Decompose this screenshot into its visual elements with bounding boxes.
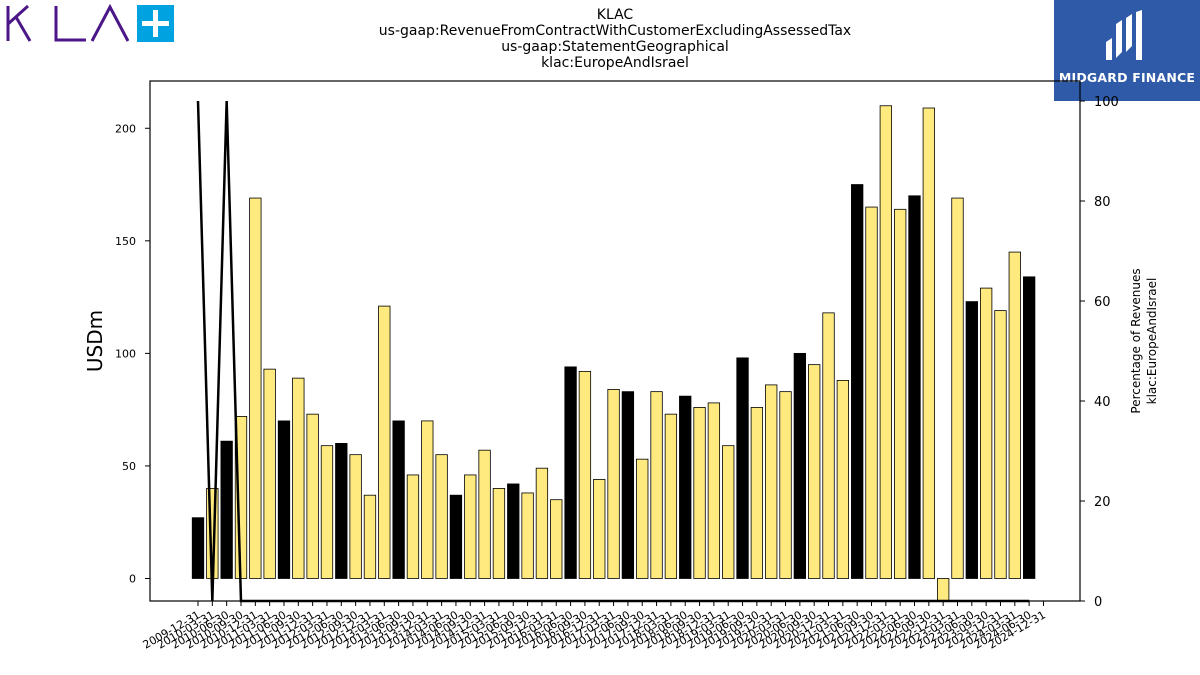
bar-2013-03-31 [378,305,391,579]
bar-2017-12-31 [650,391,663,579]
bar-2013-12-31 [421,420,434,579]
y-axis-label: USDm [83,310,107,372]
bar-2020-12-31 [822,312,835,579]
kla-logo [4,3,179,46]
bar-2021-06-30 [851,184,864,579]
bar-2021-03-31 [836,379,849,579]
bar-2020-06-30 [793,352,807,579]
bar-2016-06-30 [564,366,577,579]
bar-2017-06-30 [621,391,635,579]
y-right-tick-label-40: 40 [1094,395,1111,410]
chart-title-line-4: klac:EuropeAndIsrael [541,55,689,71]
bar-2022-03-31 [894,208,907,579]
chart-title-line-3: us-gaap:StatementGeographical [501,39,729,55]
bar-2017-09-30 [636,458,649,579]
bar-2015-06-30 [507,483,520,579]
y-right-tick-label-20: 20 [1094,495,1111,510]
bar-2018-09-30 [693,407,706,579]
bar-2019-03-31 [722,445,735,579]
right-axis: 0 20 40 60 80 100 [1080,95,1119,610]
bar-2024-03-31 [1008,251,1021,579]
bar-2022-09-30 [922,107,935,579]
y-tick-label-150: 150 [115,235,136,248]
midgard-finance-logo: MIDGARD FINANCE [1054,0,1200,101]
chart-title-line-2: us-gaap:RevenueFromContractWithCustomerE… [378,23,852,39]
bar-2016-09-30 [578,370,592,579]
bar-2014-03-31 [435,454,448,579]
bar-2014-09-30 [464,474,477,579]
left-axis: 0 50 100 150 200 [115,122,150,585]
bar-2017-03-31 [607,388,620,579]
y-tick-label-200: 200 [115,122,136,135]
bar-2011-06-30 [277,420,291,579]
y-right-tick-label-100: 100 [1094,95,1119,110]
y-tick-label-50: 50 [122,460,136,473]
midgard-brand-text: MIDGARD FINANCE [1058,70,1196,85]
midgard-mark-icon [1106,10,1142,60]
bar-2021-12-31 [879,105,892,579]
kla-logo-mark [6,3,174,42]
bar-2019-06-30 [736,357,749,579]
bar-2012-12-31 [363,494,377,579]
y-tick-label-0: 0 [129,572,136,585]
bar-2011-03-31 [263,368,276,579]
bars-layer [191,105,1036,602]
bar-2018-03-31 [664,413,678,579]
bar-2010-12-31 [249,197,262,579]
bar-2012-09-30 [349,454,362,579]
bar-2013-09-30 [406,474,420,579]
bar-2019-09-30 [750,407,764,579]
bar-2010-06-30 [220,440,233,579]
y-right-tick-label-80: 80 [1094,195,1111,210]
bar-2023-09-30 [980,287,993,579]
bar-2016-12-31 [593,479,606,579]
y-axis-right-label-line-2: klac:EuropeAndIsrael [1145,278,1159,405]
bar-2018-12-31 [707,402,721,579]
x-axis: 2009-12-312010-03-312010-06-302010-09-30… [141,601,1048,652]
bar-2015-12-31 [535,467,549,579]
bar-2020-09-30 [808,364,821,579]
bar-2018-06-30 [679,395,692,579]
bar-2024-06-30 [1022,276,1036,579]
plot-frame [149,80,1081,602]
bar-2015-09-30 [521,492,534,579]
bar-2011-09-30 [292,377,305,579]
bar-2016-03-31 [550,499,563,579]
bar-2023-03-31 [951,197,964,579]
y-tick-label-100: 100 [115,347,136,360]
bar-2022-06-30 [908,195,921,579]
bar-2015-03-31 [492,488,506,579]
bar-2012-06-30 [335,443,348,579]
bar-2014-12-31 [478,449,491,579]
bar-2012-03-31 [320,445,334,579]
y-right-tick-label-60: 60 [1094,295,1111,310]
bar-2011-12-31 [306,413,319,579]
y-axis-right-label-line-1: Percentage of Revenues [1129,268,1143,413]
bar-2019-12-31 [765,384,778,579]
chart-title-line-1: KLAC [596,7,634,23]
bar-2021-09-30 [865,206,878,579]
bar-2013-06-30 [392,420,405,579]
bar-2022-12-31 [937,578,950,602]
bar-2023-12-31 [994,310,1007,579]
bar-2023-06-30 [965,301,978,579]
bar-2014-06-30 [449,494,463,579]
y-right-tick-label-0: 0 [1094,595,1102,610]
bar-2009-12-31 [191,517,205,579]
bar-2020-03-31 [779,391,792,579]
